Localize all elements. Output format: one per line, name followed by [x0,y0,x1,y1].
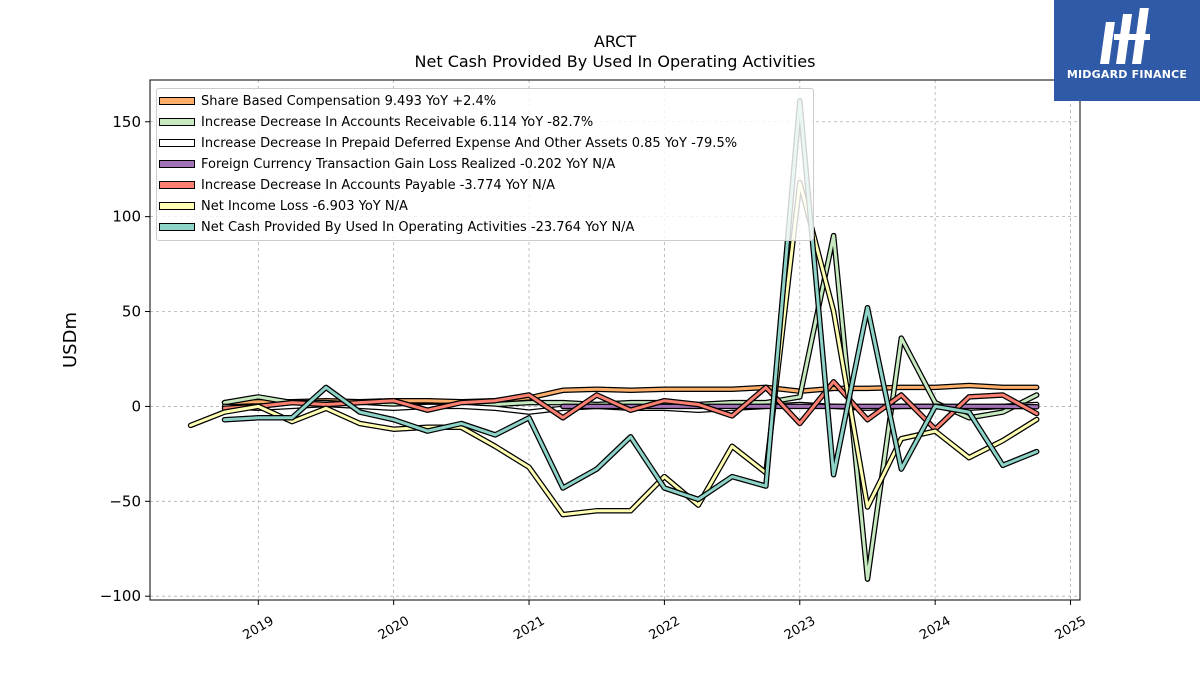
legend-swatch [159,202,195,210]
x-tick-label: 2020 [376,614,412,644]
legend-label: Increase Decrease In Prepaid Deferred Ex… [201,135,738,151]
x-tick-label: 2025 [1053,614,1089,644]
brand-logo: MIDGARD FINANCE [1054,0,1200,101]
y-axis-label: USDm [60,312,81,368]
series-line [223,99,1039,501]
x-tick-label: 2024 [917,614,953,644]
legend-swatch [159,223,195,231]
legend-swatch [159,97,195,105]
legend-item: Increase Decrease In Prepaid Deferred Ex… [159,133,737,153]
legend-label: Share Based Compensation 9.493 YoY +2.4% [201,93,497,109]
legend-item: Increase Decrease In Accounts Payable -3… [159,175,555,195]
series-line [223,380,1039,431]
legend-item: Net Cash Provided By Used In Operating A… [159,217,634,237]
x-tick-label: 2022 [647,614,683,644]
legend-item: Net Income Loss -6.903 YoY N/A [159,196,408,216]
chart-subtitle: Net Cash Provided By Used In Operating A… [414,52,816,71]
legend-label: Increase Decrease In Accounts Receivable… [201,114,594,130]
x-tick-label: 2023 [782,614,818,644]
legend-item: Foreign Currency Transaction Gain Loss R… [159,154,615,174]
legend-label: Net Income Loss -6.903 YoY N/A [201,198,408,214]
legend-item: Increase Decrease In Accounts Receivable… [159,112,593,132]
legend-swatch [159,118,195,126]
y-tick-label: 50 [122,303,141,321]
brand-name: MIDGARD FINANCE [1066,68,1188,81]
y-tick-label: −100 [100,587,141,605]
legend-swatch [159,181,195,189]
y-tick-label: 0 [131,397,141,415]
legend-swatch [159,139,195,147]
y-tick-label: 100 [112,208,141,226]
legend-item: Share Based Compensation 9.493 YoY +2.4% [159,91,496,111]
x-tick-label: 2021 [511,614,547,644]
y-tick-label: 150 [112,113,141,131]
y-tick-label: −50 [109,492,141,510]
legend-label: Net Cash Provided By Used In Operating A… [201,219,635,235]
chart-legend: Share Based Compensation 9.493 YoY +2.4%… [156,88,814,241]
x-tick-label: 2019 [240,614,276,644]
legend-label: Foreign Currency Transaction Gain Loss R… [201,156,616,172]
legend-swatch [159,160,195,168]
chart-title: ARCT [593,32,637,51]
brand-mark-icon [1100,8,1150,64]
plot-frame [149,79,1081,601]
legend-label: Increase Decrease In Accounts Payable -3… [201,177,555,193]
